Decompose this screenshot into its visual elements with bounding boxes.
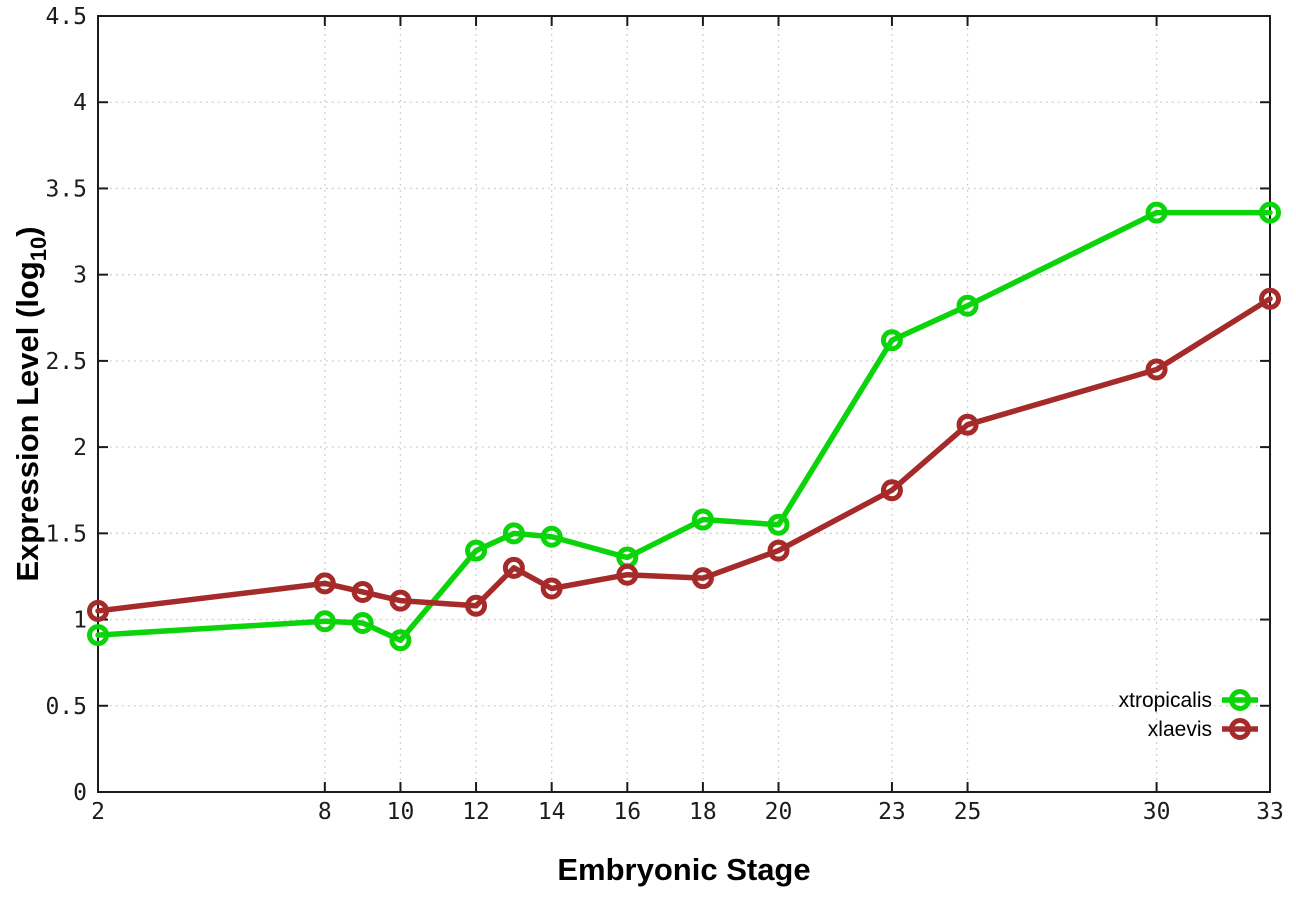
axis-ticks: [97, 15, 1271, 793]
data-point-xlaevis: [880, 479, 903, 502]
x-tick-label: 33: [1256, 799, 1284, 825]
y-tick-label: 1: [73, 608, 87, 634]
data-point-xtropicalis: [389, 629, 412, 652]
x-tick-label: 18: [689, 799, 717, 825]
data-point-xtropicalis: [767, 513, 790, 536]
x-tick-label: 14: [538, 799, 566, 825]
y-tick-label: 1.5: [45, 521, 87, 547]
data-point-xtropicalis: [691, 508, 714, 531]
data-point-xlaevis: [1145, 358, 1168, 381]
legend-label-xlaevis: xlaevis: [1148, 718, 1212, 741]
data-point-xtropicalis: [540, 525, 563, 548]
data-point-xlaevis: [502, 556, 525, 579]
x-tick-label: 10: [387, 799, 415, 825]
y-tick-label: 4.5: [45, 4, 87, 30]
legend: xtropicalis xlaevis: [1119, 689, 1258, 741]
legend-label-xtropicalis: xtropicalis: [1119, 689, 1212, 712]
data-point-xlaevis: [691, 567, 714, 590]
data-point-xtropicalis: [1145, 201, 1168, 224]
data-point-xlaevis: [1259, 287, 1281, 310]
series-xtropicalis: [87, 201, 1281, 652]
x-tick-label: 25: [954, 799, 982, 825]
data-point-xtropicalis: [351, 612, 374, 635]
data-point-xtropicalis: [956, 294, 979, 317]
data-point-xlaevis: [956, 413, 979, 436]
y-tick-label: 0: [73, 780, 87, 806]
plot-border: [97, 15, 1271, 793]
data-point-xlaevis: [767, 539, 790, 562]
x-tick-label: 16: [613, 799, 641, 825]
x-tick-label: 2: [91, 799, 105, 825]
y-tick-label: 3.5: [45, 176, 87, 202]
y-axis-title: Expression Level (log10): [10, 226, 51, 581]
series-xlaevis: [87, 287, 1281, 622]
tick-labels: 2 8 10 12 14 16 18 20 23 25 30 33 0 0.5 1 1.5 2 2.5 3 3.5 4 4…: [45, 4, 1283, 825]
data-point-xlaevis: [87, 599, 109, 622]
x-tick-label: 8: [318, 799, 332, 825]
data-point-xlaevis: [465, 594, 488, 617]
data-point-xlaevis: [313, 572, 336, 595]
data-point-xtropicalis: [880, 329, 903, 352]
data-point-xlaevis: [540, 577, 563, 600]
y-tick-label: 2.5: [45, 349, 87, 375]
x-axis-title: Embryonic Stage: [557, 852, 810, 887]
y-tick-label: 4: [73, 90, 87, 116]
data-point-xtropicalis: [87, 624, 109, 647]
x-tick-label: 12: [462, 799, 490, 825]
x-tick-label: 20: [765, 799, 793, 825]
data-point-xtropicalis: [465, 539, 488, 562]
legend-sample-marker-xtropicalis: [1229, 689, 1251, 711]
data-point-xlaevis: [351, 580, 374, 603]
legend-sample-marker-xlaevis: [1229, 718, 1251, 740]
data-point-xlaevis: [389, 589, 412, 612]
y-tick-label: 3: [73, 263, 87, 289]
y-tick-label: 2: [73, 435, 87, 461]
data-point-xtropicalis: [313, 610, 336, 633]
x-tick-label: 30: [1143, 799, 1171, 825]
data-point-xtropicalis: [502, 522, 525, 545]
y-tick-label: 0.5: [45, 694, 87, 720]
data-point-xtropicalis: [1259, 201, 1281, 224]
x-tick-label: 23: [878, 799, 906, 825]
data-point-xlaevis: [616, 563, 639, 586]
